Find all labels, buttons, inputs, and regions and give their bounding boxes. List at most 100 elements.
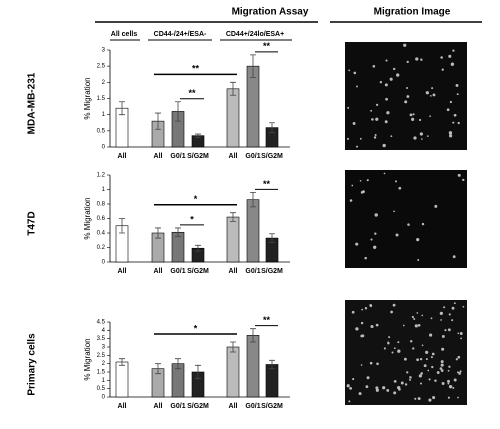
cell-dot bbox=[451, 306, 455, 310]
cell-dot bbox=[400, 381, 404, 385]
cell-dot bbox=[402, 324, 405, 327]
cell-dot bbox=[452, 255, 456, 259]
cell-dot bbox=[425, 350, 429, 354]
cell-dot bbox=[359, 137, 362, 140]
cell-dot bbox=[398, 388, 401, 391]
cell-dot bbox=[418, 118, 422, 122]
cell-dot bbox=[397, 349, 401, 353]
cell-dot bbox=[403, 357, 407, 361]
y-tick-label: 1.5 bbox=[97, 370, 106, 376]
cell-dot bbox=[420, 58, 423, 61]
cell-dot bbox=[416, 358, 420, 362]
cell-dot bbox=[360, 364, 363, 366]
x-tick-label: G0/1 bbox=[170, 268, 185, 275]
x-tick-label: G0/1 bbox=[245, 268, 260, 275]
x-tick-label: S/G2M bbox=[187, 268, 209, 275]
cell-dot bbox=[385, 59, 388, 62]
cell-dot bbox=[458, 372, 461, 375]
cell-dot bbox=[374, 213, 378, 217]
cell-dot bbox=[411, 315, 414, 319]
cell-dot bbox=[443, 306, 446, 309]
bar bbox=[265, 364, 279, 398]
cell-dot bbox=[364, 256, 367, 260]
cell-dot bbox=[421, 344, 424, 347]
group-label: All cells bbox=[111, 31, 138, 38]
cell-dot bbox=[428, 378, 431, 381]
cell-dot bbox=[398, 186, 402, 190]
cell-dot bbox=[441, 335, 445, 338]
cell-dot bbox=[355, 327, 359, 331]
cell-dot bbox=[414, 397, 417, 400]
bar bbox=[246, 335, 260, 398]
cell-dot bbox=[393, 210, 395, 213]
cell-dot bbox=[389, 77, 393, 81]
significance-label: * bbox=[190, 214, 194, 224]
cell-dot bbox=[383, 172, 386, 175]
y-tick-label: 1 bbox=[102, 378, 106, 384]
cell-dot bbox=[394, 180, 397, 183]
significance-label: ** bbox=[263, 41, 271, 51]
cell-dot bbox=[447, 379, 450, 383]
migration-image bbox=[345, 42, 467, 150]
x-tick-label: G0/1 bbox=[245, 153, 260, 160]
cell-dot bbox=[423, 364, 427, 368]
y-tick-label: 0 bbox=[102, 145, 106, 151]
cell-dot bbox=[449, 134, 453, 138]
image-header: Migration Image bbox=[374, 7, 451, 18]
error-bar bbox=[155, 363, 161, 375]
cell-dot bbox=[375, 323, 379, 327]
y-tick-label: 3 bbox=[102, 345, 106, 351]
y-tick-label: 0 bbox=[102, 395, 106, 401]
cell-dot bbox=[395, 233, 399, 237]
x-tick-label: S/G2M bbox=[261, 153, 283, 160]
cell-dot bbox=[440, 360, 444, 364]
cell-dot bbox=[346, 384, 350, 388]
cell-dot bbox=[440, 369, 444, 372]
error-bar bbox=[195, 244, 201, 252]
cell-dot bbox=[387, 341, 390, 344]
cell-dot bbox=[403, 43, 407, 47]
cell-dot bbox=[420, 382, 423, 385]
cell-dot bbox=[457, 355, 461, 359]
cell-dot bbox=[406, 60, 409, 64]
cell-dot bbox=[409, 340, 413, 343]
y-axis-label: % Migration bbox=[83, 197, 92, 239]
row-label: MDA-MB-231 bbox=[27, 72, 38, 134]
cell-dot bbox=[456, 371, 459, 374]
cell-dot bbox=[348, 400, 351, 403]
bar bbox=[246, 65, 260, 148]
cell-dot bbox=[359, 179, 362, 182]
y-tick-label: 0.4 bbox=[97, 231, 106, 237]
cell-dot bbox=[417, 397, 421, 401]
cell-dot bbox=[393, 380, 397, 383]
cell-dot bbox=[384, 83, 388, 87]
error-bar bbox=[175, 227, 181, 238]
significance-label: ** bbox=[263, 315, 271, 325]
migration-image bbox=[345, 300, 467, 405]
cell-dot bbox=[376, 103, 379, 106]
cell-dot bbox=[384, 120, 388, 124]
cell-dot bbox=[347, 106, 350, 109]
y-tick-label: 0.6 bbox=[97, 216, 106, 222]
y-tick-label: 1 bbox=[102, 187, 106, 193]
cell-dot bbox=[439, 367, 443, 370]
cell-dot bbox=[375, 388, 379, 392]
cell-dot bbox=[419, 357, 423, 361]
cell-dot bbox=[421, 222, 425, 226]
significance-label: ** bbox=[263, 179, 271, 189]
cell-dot bbox=[386, 111, 390, 115]
cell-dot bbox=[349, 387, 353, 390]
cell-dot bbox=[383, 347, 386, 350]
y-tick-label: 2.5 bbox=[97, 353, 106, 359]
assay-header: Migration Assay bbox=[232, 7, 309, 18]
cell-dot bbox=[431, 87, 434, 90]
y-tick-label: 0.5 bbox=[97, 128, 106, 134]
cell-dot bbox=[416, 238, 420, 242]
bar bbox=[226, 346, 240, 398]
cell-dot bbox=[441, 347, 445, 351]
cell-dot bbox=[361, 308, 364, 311]
cell-dot bbox=[373, 136, 377, 139]
cell-dot bbox=[417, 259, 420, 261]
error-bar bbox=[155, 112, 161, 130]
x-tick-label: G0/1 bbox=[245, 403, 260, 410]
